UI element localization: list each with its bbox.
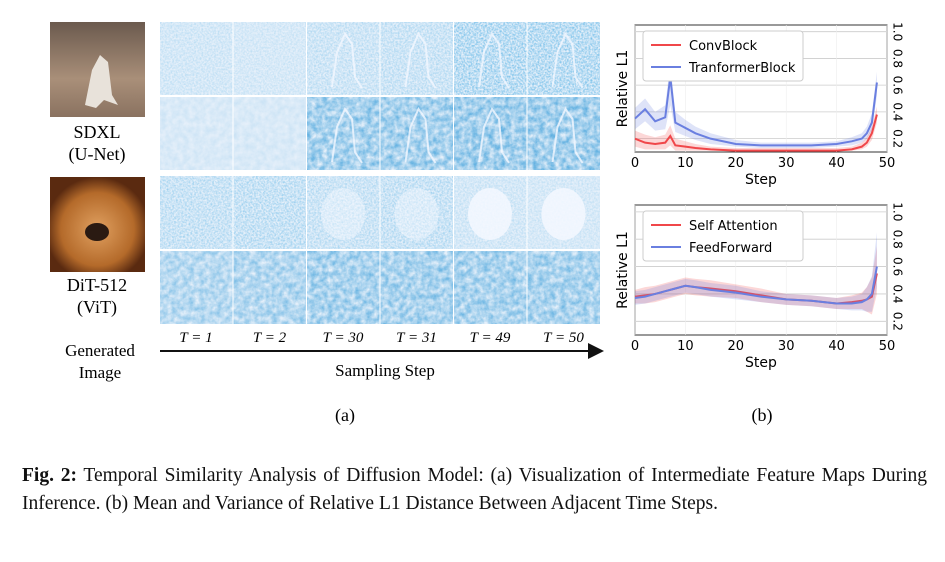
legend-label: ConvBlock — [689, 39, 758, 54]
feature-outline — [331, 31, 363, 89]
feature-outline — [321, 188, 365, 240]
step-label: T = 31 — [396, 330, 437, 346]
x-tick-label: 0 — [631, 156, 639, 171]
x-axis-label: Step — [745, 355, 777, 371]
y-tick-label: 0.4 — [891, 284, 905, 303]
feature-map — [307, 97, 380, 170]
feature-outline — [478, 31, 510, 89]
feature-outline — [394, 188, 439, 240]
x-tick-label: 20 — [728, 156, 745, 171]
y-axis-label: Relative L1 — [615, 231, 631, 309]
feature-map — [380, 22, 453, 95]
figure: SDXL (U-Net) DiT-512 (ViT) Generated Imag… — [50, 22, 905, 426]
feature-map — [454, 22, 527, 95]
feature-outline — [541, 188, 586, 240]
feature-maps: T = 1 T = 2 T = 30 T = 31 T = 49 T = 50 — [160, 22, 600, 346]
series-line — [634, 266, 878, 305]
feature-map — [160, 176, 233, 249]
feature-map — [160, 97, 233, 170]
feature-map — [307, 176, 380, 249]
feature-map — [454, 251, 527, 324]
line-chart: 0.2 0.4 0.6 0.8 1.0 0 10 20 30 40 50 Step Relative L… — [615, 202, 905, 371]
axis-label: Sampling Step — [335, 361, 435, 380]
x-tick-label: 40 — [828, 156, 845, 171]
feature-map — [380, 251, 453, 324]
step-label: T = 30 — [323, 330, 364, 346]
x-tick-label: 20 — [728, 339, 745, 354]
x-tick-label: 50 — [879, 156, 896, 171]
x-tick-label: 40 — [828, 339, 845, 354]
image-label: Generated Image — [65, 341, 135, 382]
feature-map — [307, 22, 380, 95]
series-line — [634, 77, 878, 147]
x-tick-label: 0 — [631, 339, 639, 354]
caption-label: Fig. 2: — [22, 465, 77, 486]
y-tick-label: 0.2 — [891, 129, 905, 148]
y-tick-label: 1.0 — [891, 202, 905, 221]
feature-map — [233, 176, 306, 249]
feature-map — [233, 251, 306, 324]
feature-outline — [331, 106, 363, 164]
feature-map — [160, 251, 233, 324]
x-tick-label: 10 — [677, 339, 694, 354]
feature-map — [527, 251, 600, 324]
horse-shape — [85, 55, 118, 108]
x-axis-label: Step — [745, 172, 777, 188]
feature-map — [307, 251, 380, 324]
feature-outline — [478, 106, 510, 164]
feature-outline — [551, 106, 584, 164]
model-arch: (ViT) — [77, 297, 117, 318]
y-tick-label: 0.8 — [891, 49, 905, 68]
feature-map — [527, 97, 600, 170]
feature-outline — [468, 188, 512, 240]
y-tick-label: 0.2 — [891, 312, 905, 331]
step-label: T = 50 — [543, 330, 584, 346]
caption: Fig. 2: Temporal Similarity Analysis of … — [22, 462, 927, 518]
y-tick-label: 0.8 — [891, 230, 905, 249]
feature-map — [527, 22, 600, 95]
feature-map — [160, 22, 233, 95]
legend-box — [642, 30, 804, 82]
y-axis-label: Relative L1 — [615, 50, 631, 128]
variance-band — [635, 106, 877, 151]
variance-band — [635, 246, 877, 315]
model-arch: (U-Net) — [69, 144, 126, 165]
feature-map — [233, 97, 306, 170]
x-tick-label: 10 — [677, 156, 694, 171]
x-tick-label: 30 — [778, 339, 795, 354]
step-label: T = 2 — [253, 330, 287, 346]
legend-label: Self Attention — [689, 219, 778, 234]
feature-map — [233, 22, 306, 95]
feature-map — [380, 97, 453, 170]
model-name: SDXL — [73, 122, 120, 142]
feature-outline — [404, 106, 437, 164]
y-tick-label: 0.6 — [891, 257, 905, 276]
step-label: T = 49 — [470, 330, 511, 346]
variance-band — [635, 232, 877, 312]
step-label: T = 1 — [179, 330, 212, 346]
dog-nose — [85, 223, 109, 241]
legend-label: TranformerBlock — [688, 61, 796, 76]
charts: 0.2 0.4 0.6 0.8 1.0 0 10 20 30 40 50 Step Relative L… — [615, 22, 905, 371]
feature-map — [454, 97, 527, 170]
panel-label: (a) — [335, 405, 355, 426]
x-tick-label: 50 — [879, 339, 896, 354]
variance-band — [635, 63, 877, 148]
x-tick-label: 30 — [778, 156, 795, 171]
feature-outline — [551, 31, 584, 89]
legend-label: FeedForward — [689, 241, 772, 256]
feature-map — [380, 176, 453, 249]
legend-box — [642, 210, 804, 262]
panel-label: (b) — [752, 405, 773, 426]
model-name: DiT-512 — [67, 275, 127, 295]
y-tick-label: 0.6 — [891, 76, 905, 95]
y-tick-label: 1.0 — [891, 22, 905, 41]
caption-text: Temporal Similarity Analysis of Diffusio… — [22, 465, 928, 514]
feature-outline — [404, 31, 437, 89]
series-line — [634, 114, 878, 152]
line-chart: 0.2 0.4 0.6 0.8 1.0 0 10 20 30 40 50 Step Relative L… — [615, 22, 905, 188]
y-tick-label: 0.4 — [891, 102, 905, 121]
